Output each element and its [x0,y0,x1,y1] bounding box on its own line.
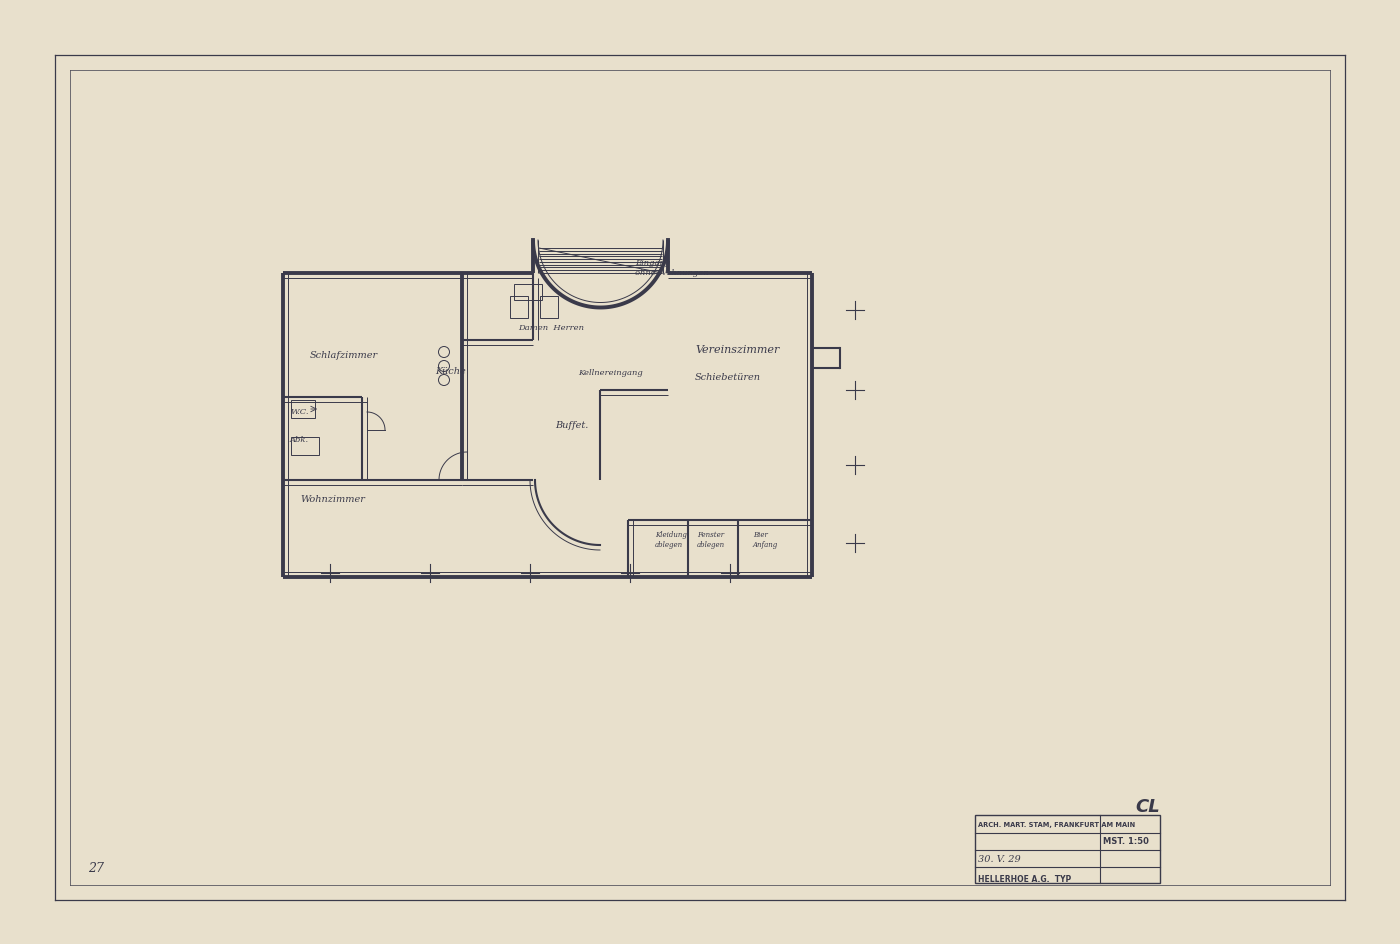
Text: W.C.: W.C. [290,408,308,416]
Bar [514,284,542,300]
Bar [291,400,315,418]
Text: MST. 1:50: MST. 1:50 [1103,837,1149,847]
Text: Wohnzimmer: Wohnzimmer [300,496,365,504]
Bar [291,437,319,455]
Text: Bier
Anfang: Bier Anfang [753,531,778,548]
Text: Vereinszimmer: Vereinszimmer [694,345,780,355]
Text: Schiebetüren: Schiebetüren [694,374,762,382]
Text: Damen  Herren: Damen Herren [518,324,584,332]
Text: Eingang
ohne Wohnungen: Eingang ohne Wohnungen [636,260,708,277]
Text: Küche: Küche [435,367,466,377]
Bar [510,296,528,318]
Text: Buffet.: Buffet. [554,420,588,430]
Text: Schlafzimmer: Schlafzimmer [309,350,378,360]
Bar [974,815,1161,883]
Text: Kellnereingang: Kellnereingang [578,369,643,377]
Text: Fenster
ablegen: Fenster ablegen [697,531,725,548]
Text: 27: 27 [88,862,104,875]
Text: Abk.: Abk. [290,436,309,444]
Text: 30. V. 29: 30. V. 29 [979,854,1021,864]
Text: HELLERHOE A.G.  TYP: HELLERHOE A.G. TYP [979,874,1071,884]
Text: CL: CL [1135,798,1159,816]
Bar [540,296,559,318]
Text: Kleidung
ablegen: Kleidung ablegen [655,531,687,548]
Text: ARCH. MART. STAM, FRANKFURT AM MAIN: ARCH. MART. STAM, FRANKFURT AM MAIN [979,822,1135,828]
